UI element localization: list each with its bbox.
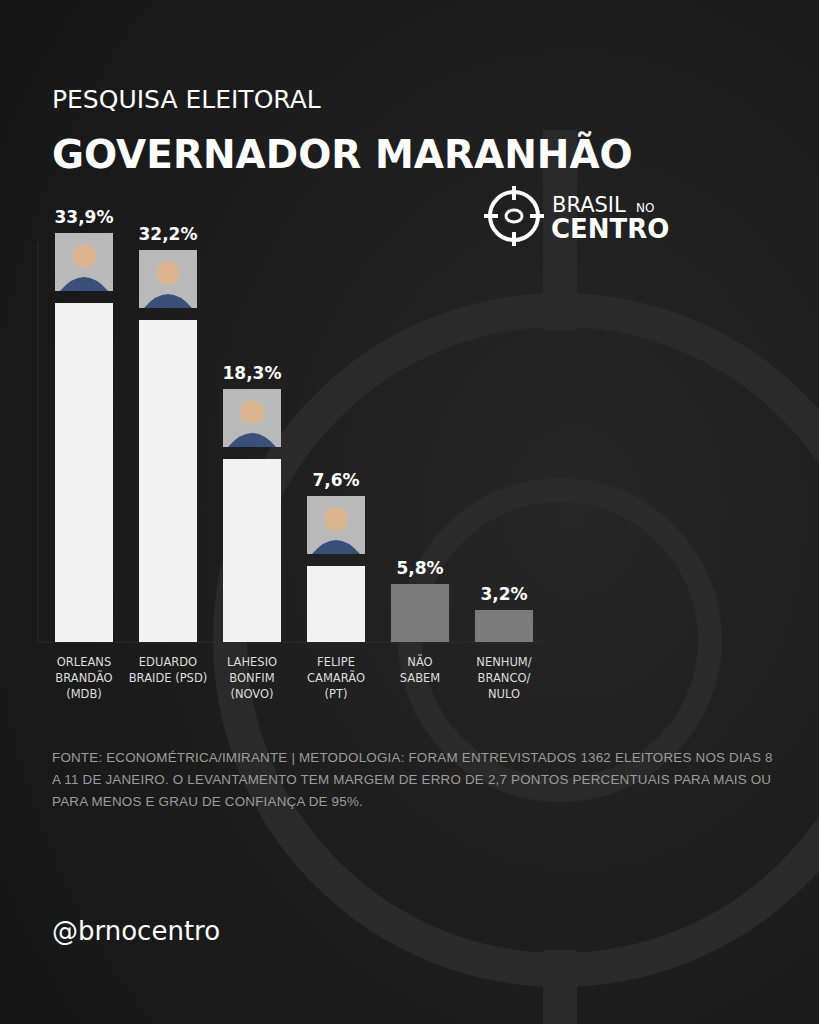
portrait-body: [144, 294, 192, 308]
category-line: (NOVO): [230, 687, 273, 701]
watermark-ring: [410, 490, 710, 790]
category-line: BRAIDE (PSD): [129, 671, 208, 685]
logo-text: NO: [636, 201, 654, 215]
portrait: [55, 233, 113, 291]
category-line: BRANDÃO: [55, 670, 112, 685]
category-line: NENHUM/: [476, 655, 531, 669]
category-label: NENHUM/BRANCO/NULO: [476, 655, 531, 701]
logo-tick: [484, 214, 498, 218]
portrait-bg: [55, 233, 113, 291]
bar: [55, 303, 113, 642]
category-line: (PT): [325, 687, 348, 701]
data-label: 5,8%: [396, 558, 443, 578]
category-label: NÃO SABEM: [400, 654, 440, 685]
portrait-body: [60, 277, 108, 291]
background: [0, 0, 819, 1024]
category-line: CAMARÃO: [307, 670, 365, 685]
portrait-head: [156, 261, 180, 285]
title: GOVERNADOR MARANHÃO: [52, 131, 633, 177]
portrait: [223, 389, 281, 447]
watermark: [230, 130, 819, 1024]
bar: [307, 566, 365, 642]
y-axis-line: [38, 242, 39, 642]
portrait-bg: [139, 250, 197, 308]
bar: [391, 584, 449, 642]
category-line: SABEM: [400, 671, 440, 685]
portrait-body: [228, 433, 276, 447]
portrait-head: [324, 507, 348, 531]
handle: @brnocentro: [52, 916, 220, 946]
subtitle: PESQUISA ELEITORAL: [52, 85, 321, 114]
logo-tick: [512, 186, 516, 200]
data-label: 18,3%: [223, 363, 282, 383]
category-line: NULO: [488, 687, 520, 701]
portrait-bg: [223, 389, 281, 447]
labels: 33,9% ORLEANSBRANDÃO (MDB) 32,2% EDUARDO BRAI…: [55, 207, 532, 701]
logo-tick: [512, 232, 516, 246]
logo: BRASILNOCENTRO: [484, 186, 669, 246]
source-note: FONTE: ECONOMÉTRICA/IMIRANTE | METODOLOG…: [52, 747, 774, 813]
data-label: 7,6%: [312, 470, 359, 490]
category-label: FELIPECAMARÃO (PT): [307, 655, 365, 701]
category-label: EDUARDO BRAIDE (PSD): [129, 655, 208, 685]
portrait-bg: [307, 496, 365, 554]
logo-eye: [506, 210, 522, 222]
category-label: LAHESIO BONFIM (NOVO): [227, 655, 277, 701]
category-line: (MDB): [66, 687, 102, 701]
portrait: [307, 496, 365, 554]
logo-tick: [530, 214, 544, 218]
data-label: 32,2%: [139, 224, 198, 244]
watermark-ring: [230, 310, 819, 970]
bar: [223, 459, 281, 642]
data-label: 3,2%: [480, 584, 527, 604]
portrait-body: [312, 540, 360, 554]
bars: [55, 303, 533, 642]
stage: PESQUISA ELEITORAL GOVERNADOR MARANHÃO BRA…: [0, 0, 819, 1024]
bar: [475, 610, 533, 642]
category-line: ORLEANS: [57, 655, 112, 669]
portrait-head: [240, 400, 264, 424]
portrait-head: [72, 244, 96, 268]
bar: [139, 320, 197, 642]
category-label: ORLEANSBRANDÃO (MDB): [55, 655, 112, 701]
category-line: EDUARDO: [139, 655, 197, 669]
category-line: FELIPE: [317, 655, 355, 669]
category-line: BRANCO/: [478, 671, 531, 685]
category-line: NÃO: [407, 654, 432, 669]
portrait: [139, 250, 197, 308]
watermark-line: [543, 950, 577, 1024]
data-label: 33,9%: [55, 207, 114, 227]
x-axis-line: [38, 642, 546, 643]
logo-text: CENTRO: [551, 214, 669, 244]
category-line: LAHESIO: [227, 655, 277, 669]
category-line: BONFIM: [229, 671, 274, 685]
